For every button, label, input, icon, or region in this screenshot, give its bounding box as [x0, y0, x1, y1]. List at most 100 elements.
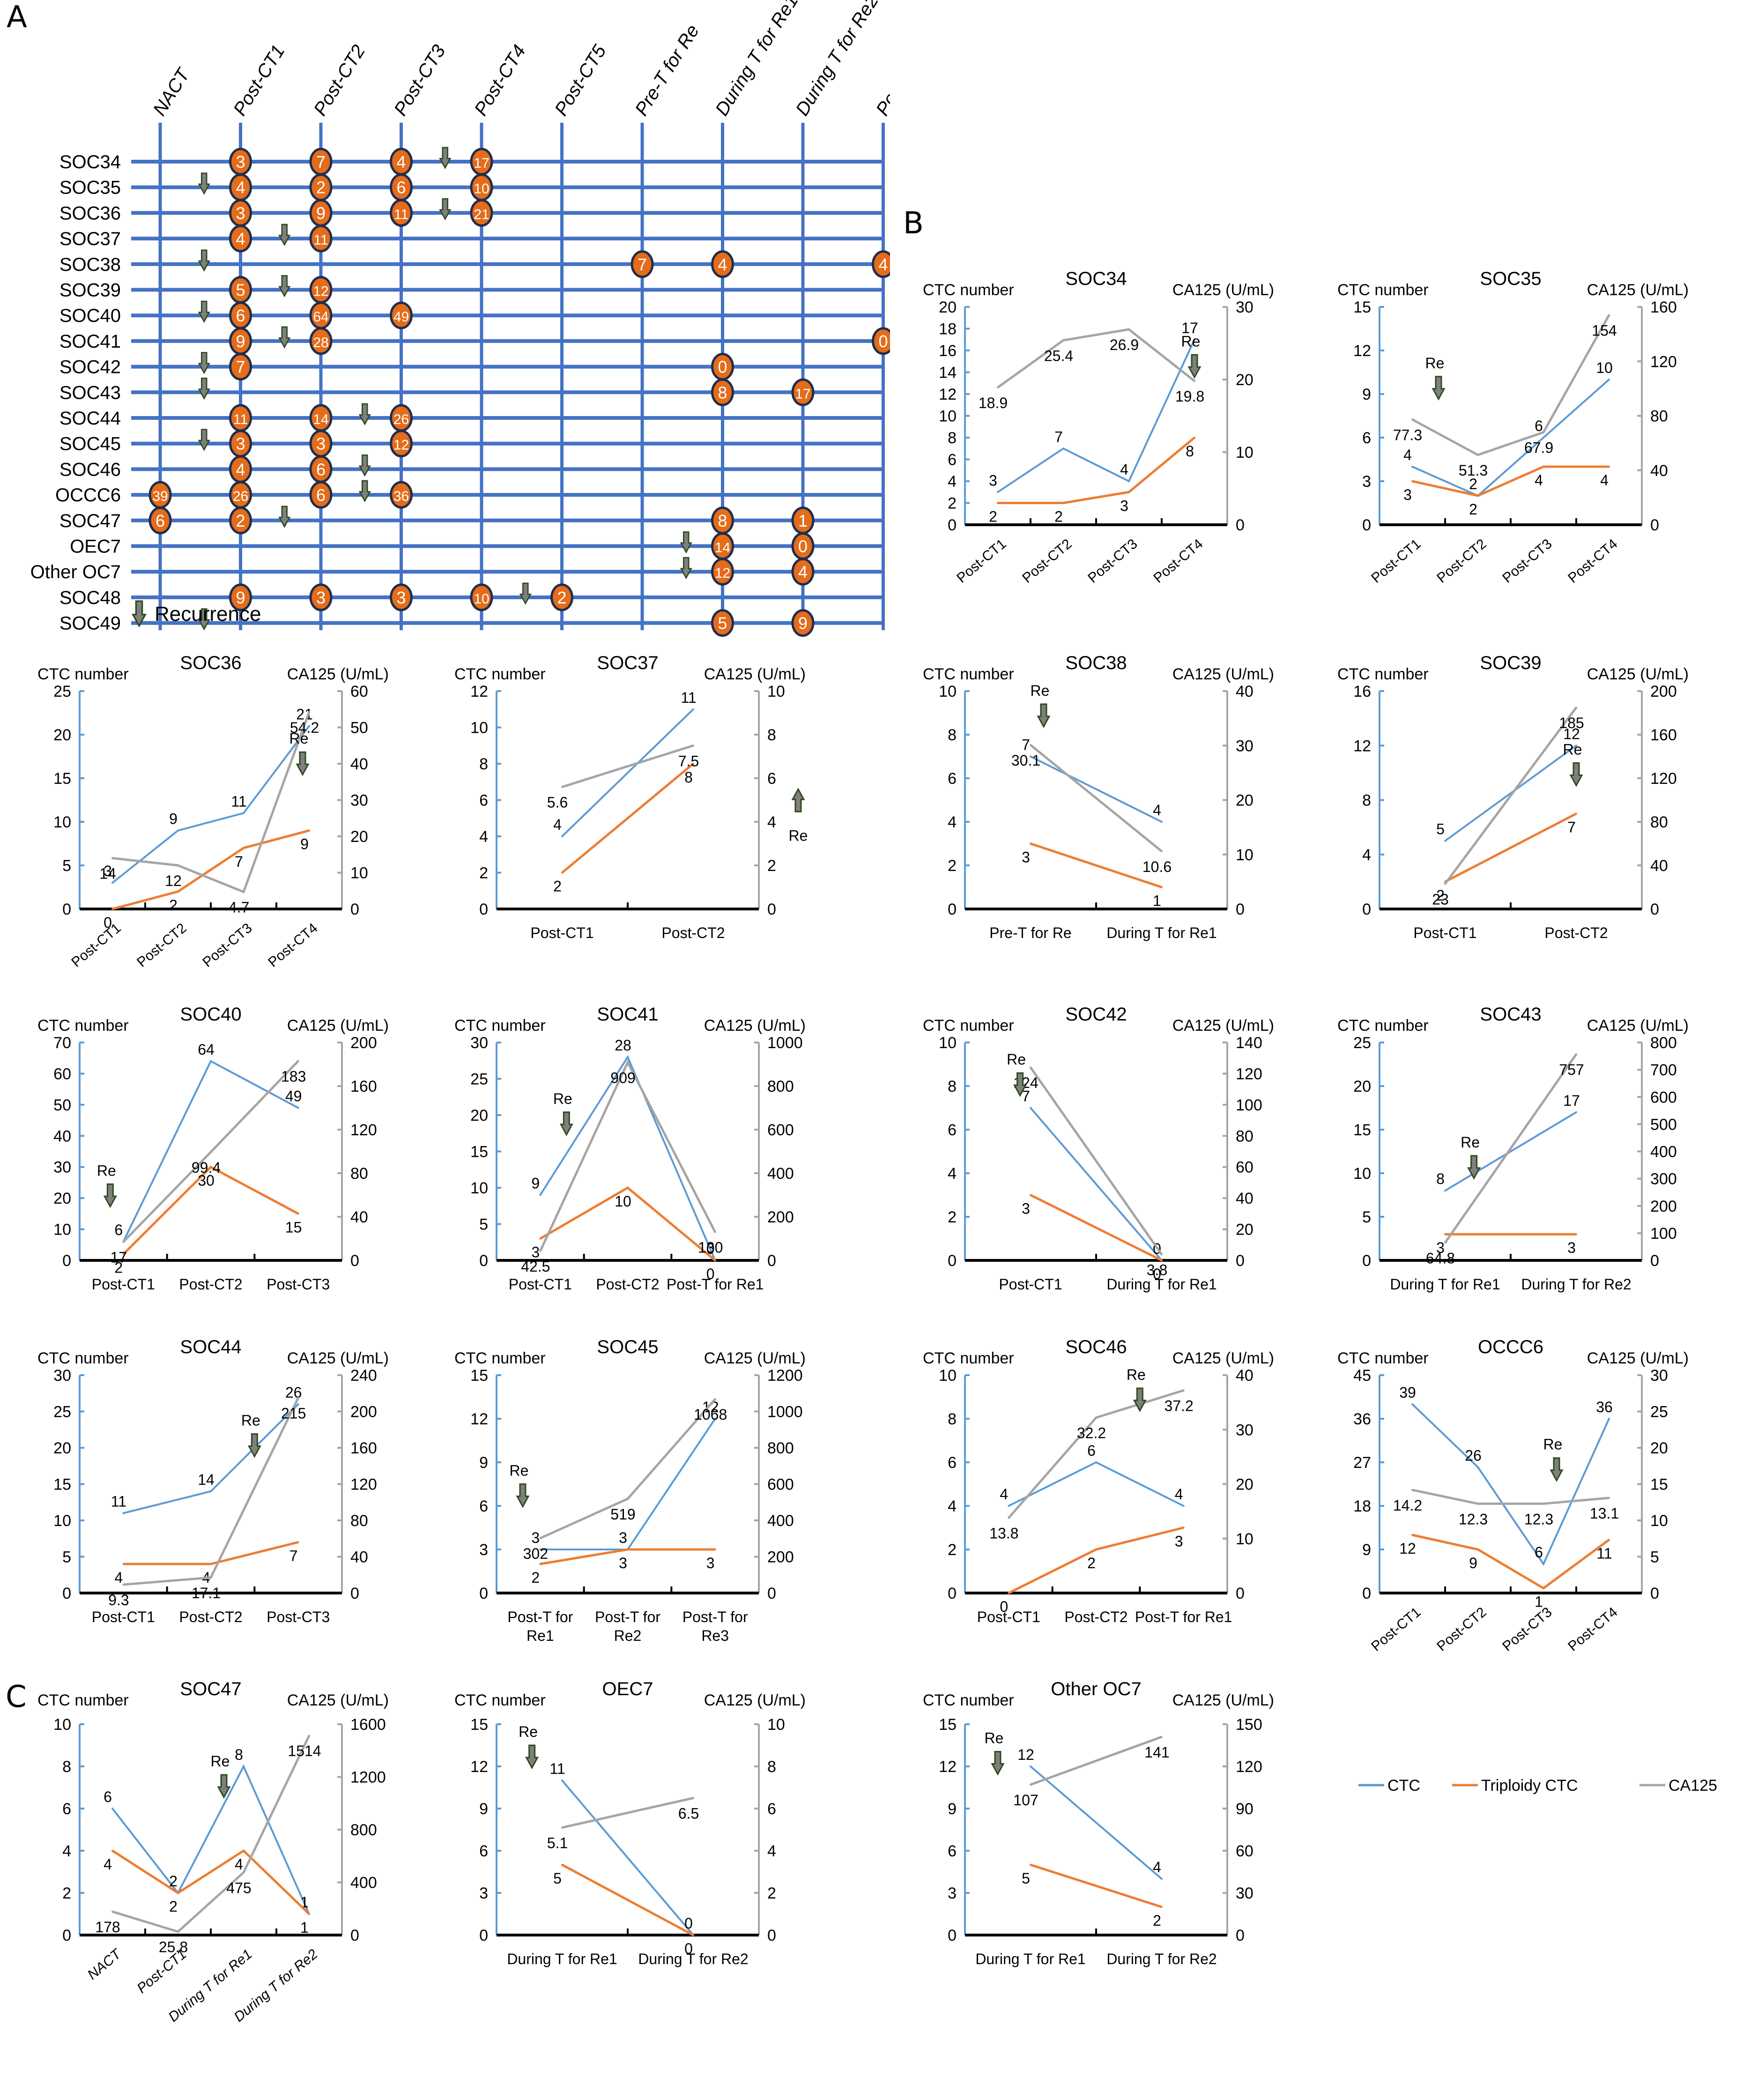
data-point-ctc: [692, 708, 694, 710]
recurrence-arrow-icon: [198, 608, 210, 631]
recurrence-arrow-icon: [1569, 762, 1583, 787]
right-tick-label: 90: [1236, 1800, 1254, 1818]
series-line-triploidy-ctc: [1412, 465, 1609, 497]
right-axis-title: CA125 (U/mL): [704, 665, 806, 683]
left-tick-label: 50: [53, 1096, 71, 1114]
right-tick-label: 400: [767, 1512, 794, 1530]
right-axis-title: CA125 (U/mL): [1172, 1017, 1274, 1035]
re-label: Re: [1461, 1134, 1480, 1151]
data-point-triploidy-ctc: [1411, 1534, 1413, 1536]
right-tick-label: 0: [767, 1252, 776, 1270]
ctc-count-value: 0: [878, 332, 888, 351]
data-point-ctc: [1128, 480, 1130, 482]
right-tick-label: 800: [767, 1439, 794, 1457]
chart-soc34: CTC number SOC34 CA125 (U/mL) 0 2 4 6 8 10 12 14 16…: [923, 268, 1274, 586]
recurrence-arrow-icon: [198, 352, 210, 374]
data-label-triploidy-ctc: 2: [1436, 887, 1445, 904]
data-point-triploidy-ctc: [1543, 1587, 1544, 1589]
data-point-ca125: [122, 1241, 125, 1243]
right-tick-label: 10: [1236, 1530, 1254, 1548]
data-point-triploidy-ctc: [308, 1913, 310, 1915]
ctc-count-marker: [309, 583, 333, 611]
data-point-ca125: [539, 1537, 541, 1539]
right-tick-label: 500: [1650, 1116, 1677, 1133]
data-label-triploidy-ctc: 4: [1600, 472, 1609, 489]
data-label-triploidy-ctc: 2: [1469, 501, 1477, 518]
row-label: SOC49: [59, 613, 121, 634]
ctc-count-value: 7: [638, 255, 647, 274]
data-label-ca125: 19.8: [1175, 388, 1204, 405]
ctc-count-value: 14: [313, 412, 328, 427]
x-tick-label: Post-CT2: [1019, 536, 1075, 586]
left-tick-label: 40: [53, 1127, 71, 1145]
data-label-ca125: 909: [610, 1069, 635, 1086]
left-tick-label: 9: [479, 1800, 488, 1818]
data-label-ca125: 107: [1013, 1792, 1038, 1809]
left-tick-label: 0: [62, 1927, 71, 1944]
data-point-ctc: [297, 1403, 299, 1405]
data-label-triploidy-ctc: 4: [104, 1856, 112, 1873]
data-label-ca125: 141: [1144, 1744, 1169, 1761]
left-tick-label: 25: [53, 683, 71, 700]
recurrence-arrow-icon: [1467, 1155, 1481, 1180]
data-point-triploidy-ctc: [297, 1541, 299, 1543]
data-point-ctc: [561, 835, 563, 837]
x-tick-label: During T for Re1: [1106, 1276, 1217, 1293]
data-label-ctc: 0: [706, 1240, 715, 1257]
data-label-ctc: 3: [531, 1529, 540, 1546]
right-tick-label: 0: [767, 1927, 776, 1944]
ctc-count-value: 28: [313, 335, 328, 350]
re-label: Re: [1127, 1366, 1146, 1383]
left-tick-label: 20: [53, 726, 71, 744]
data-label-triploidy-ctc: 3: [619, 1555, 627, 1571]
right-tick-label: 40: [1236, 1367, 1254, 1385]
left-tick-label: 12: [470, 683, 488, 700]
data-point-triploidy-ctc: [1444, 1233, 1446, 1236]
right-tick-label: 20: [1650, 1439, 1668, 1457]
left-tick-label: 0: [62, 1252, 71, 1270]
ctc-count-marker: [229, 353, 252, 381]
data-point-ca125: [1062, 339, 1064, 342]
data-point-ca125: [1575, 706, 1577, 708]
data-point-ctc: [539, 1194, 541, 1196]
series-line-ca125: [1030, 1735, 1162, 1786]
ctc-count-marker: [550, 583, 573, 611]
left-tick-label: 15: [1353, 298, 1371, 316]
left-tick-label: 15: [470, 1367, 488, 1385]
data-point-ctc: [1608, 379, 1610, 380]
right-tick-label: 25: [1650, 1403, 1668, 1421]
data-point-ctc: [1411, 1403, 1413, 1405]
data-label-ctc: 21: [296, 706, 313, 722]
right-tick-label: 0: [350, 901, 359, 918]
data-point-triploidy-ctc: [1161, 886, 1163, 888]
right-tick-label: 40: [1650, 462, 1668, 480]
recurrence-arrow-icon: [1133, 1387, 1147, 1413]
data-point-triploidy-ctc: [1182, 1527, 1185, 1529]
left-tick-label: 9: [479, 1454, 488, 1472]
ctc-count-value: 4: [236, 178, 245, 197]
ctc-count-value: 9: [236, 332, 245, 351]
right-tick-label: 160: [1650, 298, 1677, 316]
right-tick-label: 0: [1650, 1252, 1659, 1270]
data-point-triploidy-ctc: [1194, 437, 1195, 439]
right-tick-label: 120: [350, 1121, 377, 1139]
left-tick-label: 12: [470, 1410, 488, 1428]
right-tick-label: 10: [767, 1716, 785, 1734]
right-tick-label: 8: [767, 726, 776, 744]
data-point-ctc: [1575, 745, 1577, 747]
x-tick-label: Post-T for Re1: [1135, 1609, 1232, 1625]
recurrence-arrow-icon: [680, 531, 692, 554]
x-tick-label: Post-T for: [682, 1609, 748, 1625]
data-label-triploidy-ctc: 9: [1469, 1555, 1477, 1571]
data-point-ca125: [627, 1497, 629, 1500]
recurrence-arrow-icon: [791, 788, 805, 812]
right-tick-label: 20: [1236, 1221, 1254, 1239]
ctc-count-value: 0: [718, 357, 727, 377]
data-label-ctc: 6: [104, 1788, 112, 1805]
right-tick-label: 1200: [350, 1769, 386, 1787]
right-tick-label: 1200: [767, 1367, 803, 1385]
left-axis-title: CTC number: [923, 665, 1014, 683]
data-point-triploidy-ctc: [1095, 1549, 1097, 1550]
data-point-triploidy-ctc: [243, 847, 245, 849]
ctc-count-value: 26: [233, 489, 248, 504]
